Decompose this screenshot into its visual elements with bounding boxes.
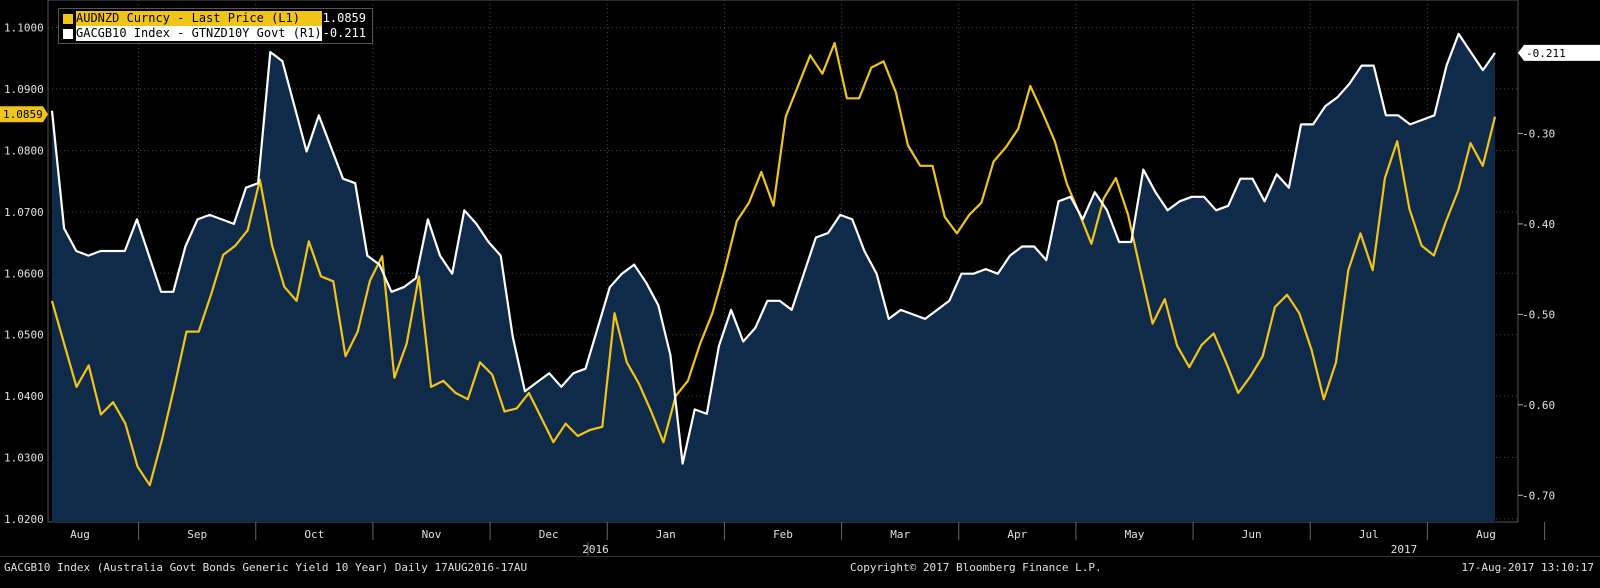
legend: AUDNZD Curncy - Last Price (L1) 1.0859 G… [58, 8, 373, 44]
legend-swatch-gacgb10 [63, 28, 73, 39]
legend-label-gacgb10: GACGB10 Index - GTNZD10Y Govt (R1) [76, 26, 322, 41]
legend-item-audnzd: AUDNZD Curncy - Last Price (L1) 1.0859 [63, 11, 366, 26]
month-tick-label: Jan [656, 528, 676, 541]
month-tick-label: Nov [422, 528, 442, 541]
month-tick-label: Jul [1359, 528, 1379, 541]
right-tick-label: -0.40 [1522, 218, 1555, 231]
tag-shape-right [1518, 44, 1600, 61]
month-tick-label: Feb [773, 528, 793, 541]
left-tick-label: 1.0600 [4, 267, 44, 280]
line-layer [50, 32, 1497, 487]
area-fill-gacgb10 [52, 33, 1495, 523]
right-axis: -0.30 -0.40 -0.50 -0.60 -0.70 [1518, 127, 1555, 502]
last-value-tags: 1.0859 -0.211 [0, 44, 1600, 123]
tag-text-right: -0.211 [1526, 47, 1566, 60]
left-axis: 1.0200 1.0300 1.0400 1.0500 1.0600 1.0700 1.08… [4, 22, 44, 526]
legend-value-gacgb10: -0.211 [322, 26, 366, 40]
month-tick-label: Sep [187, 528, 207, 541]
right-tick-label: -0.70 [1522, 489, 1555, 502]
month-tick-label: Dec [539, 528, 559, 541]
left-tick-label: 1.0800 [4, 144, 44, 157]
area-layer [52, 33, 1495, 523]
month-tick-label: Oct [304, 528, 324, 541]
left-tick-label: 1.0400 [4, 390, 44, 403]
left-tick-label: 1.0900 [4, 83, 44, 96]
left-tick-label: 1.1000 [4, 22, 44, 35]
left-tick-label: 1.0200 [4, 513, 44, 526]
legend-label-audnzd: AUDNZD Curncy - Last Price (L1) [76, 11, 322, 26]
chart-area: 1.0200 1.0300 1.0400 1.0500 1.0600 1.0700 1.08… [0, 0, 1600, 556]
legend-swatch-audnzd [63, 13, 73, 24]
legend-item-gacgb10: GACGB10 Index - GTNZD10Y Govt (R1) -0.21… [63, 26, 366, 41]
series-line-gacgb10 [50, 32, 1496, 465]
footer: GACGB10 Index (Australia Govt Bonds Gene… [0, 556, 1600, 588]
x-axis: Aug Sep Oct Nov Dec Jan Feb Mar Apr May Jun Jul Aug 2… [70, 522, 1546, 556]
last-value-tag-left: 1.0859 [0, 106, 48, 123]
footer-copyright: Copyright© 2017 Bloomberg Finance L.P. [850, 561, 1102, 574]
left-tick-label: 1.0700 [4, 206, 44, 219]
tag-shape-left [0, 106, 48, 123]
month-tick-label: Mar [890, 528, 910, 541]
month-tick-label: Jun [1242, 528, 1262, 541]
month-tick-label: Apr [1007, 528, 1027, 541]
month-tick-label: May [1125, 528, 1145, 541]
series-line-audnzd [50, 41, 1497, 487]
year-label: 2016 [582, 543, 609, 556]
right-tick-label: -0.50 [1522, 308, 1555, 321]
left-tick-label: 1.0500 [4, 329, 44, 342]
footer-description: GACGB10 Index (Australia Govt Bonds Gene… [4, 561, 528, 574]
left-tick-label: 1.0300 [4, 452, 44, 465]
last-value-tag-right: -0.211 [1518, 44, 1600, 61]
month-tick-label: Aug [1476, 528, 1496, 541]
footer-timestamp: 17-Aug-2017 13:10:17 [1461, 561, 1594, 574]
tag-text-left: 1.0859 [3, 108, 43, 121]
right-tick-label: -0.30 [1522, 127, 1555, 140]
legend-value-audnzd: 1.0859 [322, 11, 366, 25]
year-label: 2017 [1391, 543, 1418, 556]
month-tick-label: Aug [70, 528, 90, 541]
right-tick-label: -0.60 [1522, 399, 1555, 412]
